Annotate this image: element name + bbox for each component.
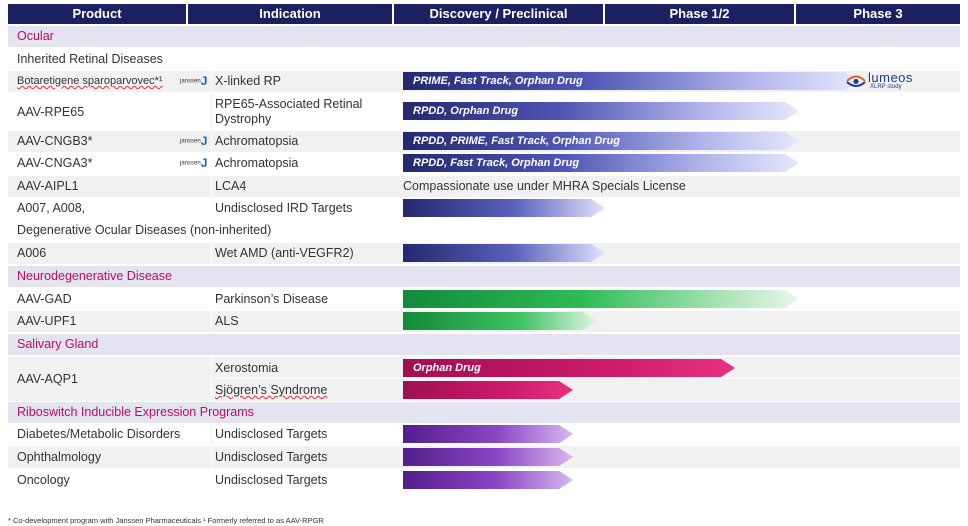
janssen-j-icon: J xyxy=(200,74,208,88)
table-row: AAV-RPE65 RPE65-Associated Retinal Dystr… xyxy=(8,94,960,130)
product-name: AAV-CNGB3* xyxy=(17,134,93,148)
column-divider xyxy=(211,243,212,264)
indication-name: Undisclosed Targets xyxy=(215,427,328,441)
janssen-logo: janssenJ xyxy=(180,74,208,88)
table-row: Botaretigene sparoparvovec*¹ janssenJ X-… xyxy=(8,71,960,92)
column-divider xyxy=(211,131,212,152)
lumeos-logo: lumeos XLRP study xyxy=(846,70,926,92)
table-row: AAV-AIPL1 LCA4 Compassionate use under M… xyxy=(8,176,960,197)
subcategory-degenerative: Degenerative Ocular Diseases (non-inheri… xyxy=(8,220,960,241)
indication-name: RPE65-Associated Retinal Dystrophy xyxy=(215,97,363,126)
table-row: AAV-UPF1 ALS xyxy=(8,311,960,332)
product-name: A007, A008, xyxy=(17,201,86,215)
progress-arrow xyxy=(403,448,573,466)
category-riboswitch: Riboswitch Inducible Expression Programs xyxy=(8,402,960,423)
table-row: A007, A008, Undisclosed IRD Targets xyxy=(8,198,960,219)
column-divider xyxy=(211,176,212,197)
indication-name: ALS xyxy=(215,314,239,328)
designation-label: RPDD, PRIME, Fast Track, Orphan Drug xyxy=(413,135,621,147)
indication-name: Xerostomia xyxy=(215,361,279,375)
indication-name: LCA4 xyxy=(215,179,247,193)
product-name: Botaretigene sparoparvovec*¹ xyxy=(17,75,163,87)
janssen-j-icon: J xyxy=(200,134,208,148)
product-name: A006 xyxy=(17,246,47,260)
table-row: AAV-GAD Parkinson’s Disease xyxy=(8,288,960,310)
table-row: Oncology Undisclosed Targets xyxy=(8,469,960,491)
column-divider xyxy=(211,357,212,401)
header-product: Product xyxy=(8,4,186,24)
column-divider xyxy=(211,311,212,332)
product-name: AAV-AQP1 xyxy=(17,372,78,386)
progress-arrow xyxy=(403,471,573,489)
lumeos-subtitle: XLRP study xyxy=(870,84,902,90)
designation-label: RPDD, Fast Track, Orphan Drug xyxy=(413,157,580,169)
column-divider xyxy=(211,94,212,130)
eye-icon xyxy=(846,75,866,87)
designation-label: Orphan Drug xyxy=(413,362,481,374)
header-phase3: Phase 3 xyxy=(796,4,960,24)
indication-name: Wet AMD (anti-VEGFR2) xyxy=(215,246,354,260)
indication-name: Undisclosed IRD Targets xyxy=(215,201,353,215)
progress-arrow: RPDD, PRIME, Fast Track, Orphan Drug xyxy=(403,132,799,150)
progress-arrow: RPDD, Fast Track, Orphan Drug xyxy=(403,154,799,172)
progress-arrow: PRIME, Fast Track, Orphan Drug xyxy=(403,72,859,90)
column-divider xyxy=(211,446,212,468)
lumeos-name: lumeos xyxy=(868,70,913,85)
janssen-logo: janssenJ xyxy=(180,156,208,170)
footnote: * Co-development program with Janssen Ph… xyxy=(8,516,324,525)
product-name: Ophthalmology xyxy=(17,450,102,464)
product-name: AAV-UPF1 xyxy=(17,314,77,328)
table-row: AAV-CNGB3* janssenJ Achromatopsia RPDD, … xyxy=(8,131,960,152)
product-name: AAV-RPE65 xyxy=(17,105,85,119)
progress-arrow: Orphan Drug xyxy=(403,359,735,377)
table-row: AAV-AQP1 Xerostomia Sjögren’s Syndrome O… xyxy=(8,357,960,401)
product-name: AAV-GAD xyxy=(17,292,72,306)
designation-label: RPDD, Orphan Drug xyxy=(413,105,519,117)
header-phase12: Phase 1/2 xyxy=(605,4,794,24)
progress-arrow xyxy=(403,290,799,308)
table-row: Diabetes/Metabolic Disorders Undisclosed… xyxy=(8,424,960,445)
table-row: AAV-CNGA3* janssenJ Achromatopsia RPDD, … xyxy=(8,153,960,174)
product-name: AAV-AIPL1 xyxy=(17,179,79,193)
subcategory-inherited: Inherited Retinal Diseases xyxy=(8,49,960,70)
progress-arrow xyxy=(403,381,573,399)
category-ocular: Ocular xyxy=(8,26,960,47)
indication-name: Achromatopsia xyxy=(215,134,299,148)
product-name: AAV-CNGA3* xyxy=(17,156,93,170)
progress-arrow xyxy=(403,312,597,330)
column-divider xyxy=(211,424,212,445)
progress-arrow xyxy=(403,244,605,262)
header-discovery: Discovery / Preclinical xyxy=(394,4,603,24)
janssen-j-icon: J xyxy=(200,156,208,170)
product-name: Oncology xyxy=(17,473,70,487)
designation-label: PRIME, Fast Track, Orphan Drug xyxy=(413,75,583,87)
table-row: Ophthalmology Undisclosed Targets xyxy=(8,446,960,468)
table-row: A006 Wet AMD (anti-VEGFR2) xyxy=(8,243,960,264)
indication-name: Undisclosed Targets xyxy=(215,473,328,487)
progress-arrow: RPDD, Orphan Drug xyxy=(403,102,799,120)
header-indication: Indication xyxy=(188,4,392,24)
column-divider xyxy=(211,71,212,92)
indication-name: Parkinson’s Disease xyxy=(215,292,329,306)
indication-name: Achromatopsia xyxy=(215,156,299,170)
status-text: Compassionate use under MHRA Specials Li… xyxy=(403,179,686,193)
indication-name: Undisclosed Targets xyxy=(215,450,328,464)
progress-arrow xyxy=(403,199,605,217)
indication-name: X-linked RP xyxy=(215,74,281,88)
category-neurodegenerative: Neurodegenerative Disease xyxy=(8,266,960,287)
progress-arrow xyxy=(403,425,573,443)
indication-name-secondary: Sjögren’s Syndrome xyxy=(215,383,328,397)
product-name: Diabetes/Metabolic Disorders xyxy=(17,427,181,441)
janssen-logo: janssenJ xyxy=(180,134,208,148)
category-salivary: Salivary Gland xyxy=(8,334,960,355)
